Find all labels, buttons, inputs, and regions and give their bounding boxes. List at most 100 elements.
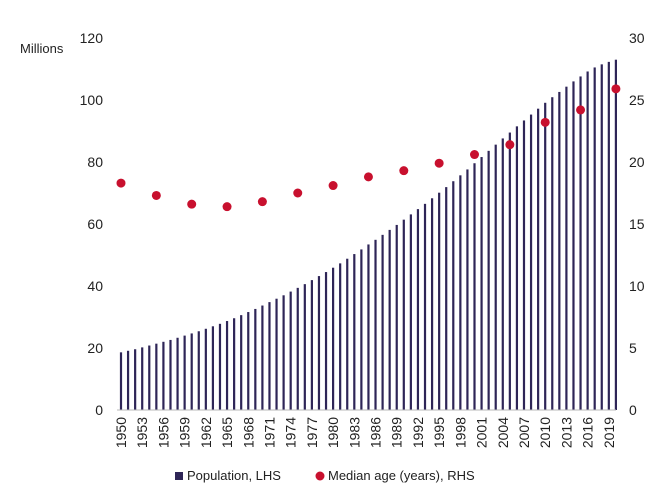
population-bar <box>544 102 547 410</box>
x-axis-tick-label: 1971 <box>261 417 277 448</box>
population-bar <box>381 234 384 410</box>
population-bar <box>600 64 603 410</box>
population-bar <box>537 108 540 411</box>
population-bar <box>494 144 497 410</box>
population-bar <box>268 302 271 410</box>
median-age-point <box>187 199 197 209</box>
x-axis-tick-label: 1986 <box>368 417 384 448</box>
median-age-point <box>363 172 373 182</box>
x-axis-tick-label: 2019 <box>601 417 617 448</box>
right-axis-tick-label: 25 <box>629 92 645 108</box>
x-axis-tick-label: 1977 <box>304 417 320 448</box>
x-axis-tick-label: 2016 <box>580 417 596 448</box>
median-age-point <box>293 188 303 198</box>
population-bar <box>204 328 207 410</box>
right-axis-tick-label: 15 <box>629 216 645 232</box>
population-bar <box>459 175 462 410</box>
x-axis-tick-label: 1980 <box>325 417 341 448</box>
median-age-point <box>434 158 444 168</box>
left-axis-tick-label: 120 <box>80 30 104 46</box>
legend: Population, LHS Median age (years), RHS <box>175 468 475 483</box>
population-bar <box>254 308 257 410</box>
population-bar <box>395 224 398 410</box>
population-bar <box>261 305 264 410</box>
population-bar <box>183 335 186 410</box>
population-bar <box>529 114 533 410</box>
population-bars <box>119 59 617 411</box>
population-bar <box>430 198 434 410</box>
population-bar <box>190 333 193 410</box>
left-axis: Millions 0 20 40 60 80 100 120 <box>20 30 103 418</box>
population-bar <box>119 352 123 410</box>
population-bar <box>515 126 519 410</box>
x-axis-tick-label: 2001 <box>474 417 490 448</box>
median-age-point <box>576 105 586 115</box>
right-axis-tick-label: 10 <box>629 278 645 294</box>
x-axis-tick-label: 1953 <box>134 417 150 448</box>
population-bar <box>155 343 158 410</box>
median-age-point <box>470 150 479 160</box>
left-axis-tick-label: 0 <box>95 402 103 418</box>
median-age-point <box>328 181 338 191</box>
population-bar <box>360 249 363 410</box>
population-bar <box>218 323 222 410</box>
population-bar <box>416 209 420 410</box>
x-axis-tick-label: 1956 <box>155 417 171 448</box>
population-bar <box>225 321 229 410</box>
population-bar <box>466 169 469 410</box>
population-bar <box>388 229 391 410</box>
population-bar <box>162 341 165 410</box>
population-bar <box>332 267 335 410</box>
population-bar <box>607 61 610 411</box>
population-bar <box>473 163 476 410</box>
x-axis-tick-label: 1965 <box>219 417 235 448</box>
left-axis-tick-label: 80 <box>87 154 103 170</box>
legend-label-median-age: Median age (years), RHS <box>328 468 475 483</box>
left-axis-tick-label: 60 <box>87 216 103 232</box>
x-axis-tick-label: 1959 <box>177 417 193 448</box>
population-bar <box>522 120 526 411</box>
median-age-point <box>116 178 126 188</box>
left-axis-tick-label: 40 <box>87 278 103 294</box>
population-bar <box>176 337 179 410</box>
population-bar <box>247 312 250 410</box>
population-bar <box>487 150 490 410</box>
right-axis-tick-label: 30 <box>629 30 645 46</box>
population-bar <box>438 192 441 410</box>
left-axis-unit-label: Millions <box>20 41 64 56</box>
left-axis-ticks: 0 20 40 60 80 100 120 <box>80 30 104 418</box>
right-axis-tick-label: 20 <box>629 154 645 170</box>
population-bar <box>169 339 172 410</box>
x-axis-tick-label: 1992 <box>410 417 426 448</box>
right-axis-tick-label: 0 <box>629 402 637 418</box>
population-bar <box>565 86 568 411</box>
population-bar <box>282 295 285 410</box>
population-bar <box>310 280 313 410</box>
population-bar <box>593 67 596 410</box>
median-age-point <box>222 202 232 212</box>
x-axis-tick-label: 1989 <box>389 417 405 448</box>
legend-swatch-median-age <box>315 471 325 481</box>
legend-label-population: Population, LHS <box>187 468 281 483</box>
population-bar <box>501 138 504 410</box>
left-axis-tick-label: 20 <box>87 340 103 356</box>
population-bar <box>586 71 589 410</box>
median-age-point <box>257 197 267 207</box>
population-bar <box>558 91 561 410</box>
population-bar <box>579 76 582 410</box>
median-age-point <box>540 117 550 127</box>
population-bar <box>572 81 575 411</box>
population-bar <box>480 157 483 410</box>
population-bar <box>374 239 377 410</box>
x-axis-tick-label: 1962 <box>198 417 214 448</box>
population-bar <box>296 287 299 410</box>
right-axis-ticks: 0 5 10 15 20 25 30 <box>629 30 645 418</box>
left-axis-tick-label: 100 <box>80 92 104 108</box>
population-bar <box>126 350 130 410</box>
population-bar <box>367 244 370 410</box>
population-bar <box>346 258 349 410</box>
population-bar <box>353 254 356 410</box>
population-bar <box>197 331 200 410</box>
population-bar <box>303 284 306 410</box>
